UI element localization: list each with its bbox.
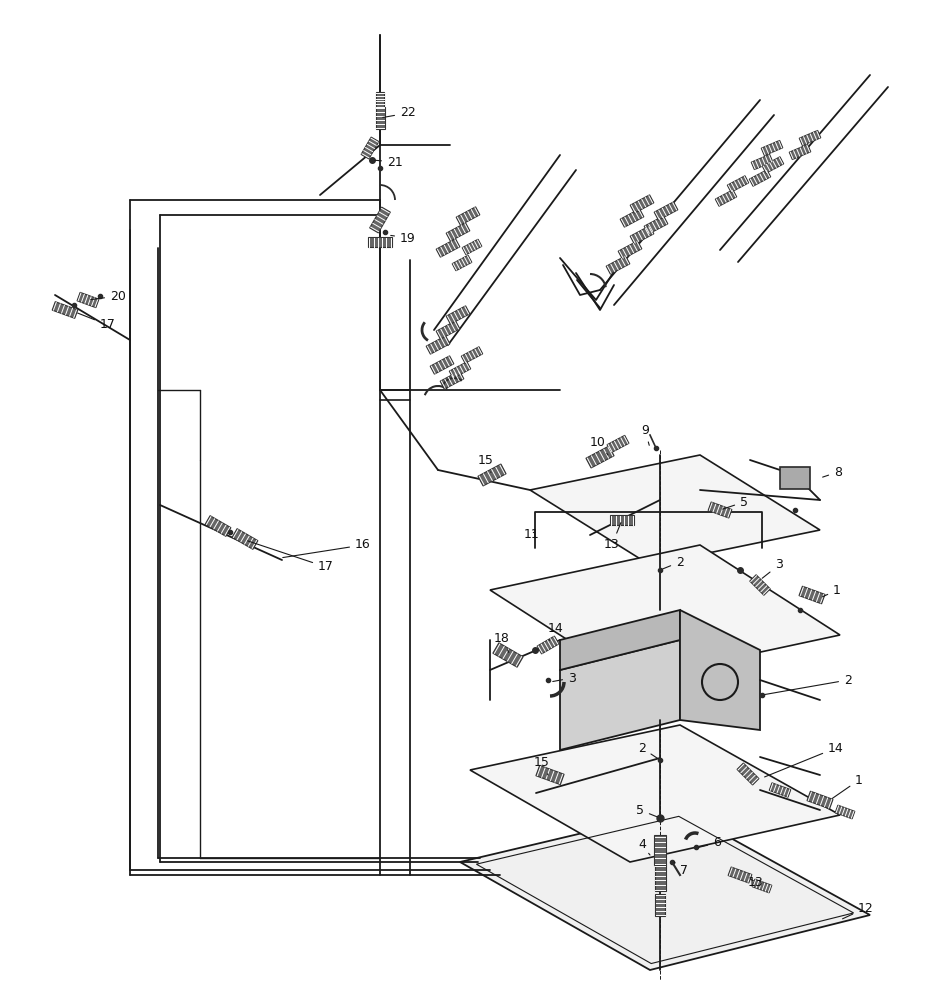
Text: 9: 9	[641, 424, 650, 445]
Polygon shape	[835, 805, 855, 819]
Text: 22: 22	[383, 106, 416, 119]
Text: 19: 19	[391, 232, 416, 244]
Polygon shape	[728, 867, 752, 883]
Text: 18: 18	[494, 632, 510, 652]
Text: 14: 14	[548, 621, 564, 641]
Polygon shape	[807, 791, 833, 809]
Polygon shape	[610, 515, 634, 525]
Text: 17: 17	[248, 541, 334, 574]
Polygon shape	[449, 362, 471, 378]
Text: 13: 13	[748, 876, 763, 888]
Polygon shape	[436, 239, 459, 257]
Polygon shape	[537, 636, 559, 654]
Polygon shape	[630, 226, 654, 244]
Polygon shape	[654, 865, 665, 891]
Text: 15: 15	[534, 756, 550, 775]
Polygon shape	[530, 455, 820, 565]
Text: 12: 12	[843, 902, 874, 919]
Polygon shape	[751, 154, 773, 170]
Text: 10: 10	[590, 436, 608, 455]
Polygon shape	[368, 237, 392, 247]
Polygon shape	[456, 207, 480, 225]
Polygon shape	[536, 765, 564, 785]
Polygon shape	[644, 216, 668, 234]
Polygon shape	[446, 306, 470, 324]
Text: 2: 2	[663, 556, 684, 569]
Polygon shape	[749, 575, 770, 595]
Text: 1: 1	[832, 774, 863, 798]
Polygon shape	[799, 586, 825, 604]
Polygon shape	[436, 321, 459, 339]
Polygon shape	[607, 435, 629, 453]
Bar	[780, 467, 810, 489]
Polygon shape	[727, 176, 748, 192]
Polygon shape	[470, 725, 840, 862]
Text: 3: 3	[553, 672, 576, 684]
Polygon shape	[654, 835, 666, 865]
Text: 6: 6	[699, 836, 720, 850]
Text: 4: 4	[638, 838, 650, 855]
Polygon shape	[52, 302, 77, 318]
Polygon shape	[77, 292, 99, 308]
Polygon shape	[461, 347, 483, 363]
Polygon shape	[749, 170, 771, 186]
Polygon shape	[376, 107, 385, 129]
Polygon shape	[370, 207, 391, 233]
Polygon shape	[620, 209, 644, 227]
Polygon shape	[361, 137, 379, 159]
Polygon shape	[606, 256, 630, 274]
Text: 5: 5	[722, 495, 748, 509]
Text: 8: 8	[823, 466, 842, 479]
Polygon shape	[715, 190, 736, 206]
Polygon shape	[205, 516, 231, 536]
Text: 11: 11	[524, 528, 540, 542]
Polygon shape	[232, 529, 258, 549]
Text: 15: 15	[478, 454, 494, 472]
Polygon shape	[586, 446, 614, 468]
Polygon shape	[654, 202, 678, 220]
Polygon shape	[478, 464, 506, 486]
Polygon shape	[800, 130, 821, 146]
Text: 5: 5	[636, 804, 657, 817]
Text: 17: 17	[77, 313, 116, 332]
Text: 16: 16	[282, 538, 371, 558]
Polygon shape	[618, 241, 642, 259]
Polygon shape	[446, 223, 470, 241]
Polygon shape	[431, 356, 454, 374]
Polygon shape	[655, 894, 665, 916]
Polygon shape	[752, 879, 772, 893]
Text: 2: 2	[765, 674, 852, 695]
Polygon shape	[769, 783, 790, 797]
Text: 13: 13	[604, 523, 621, 552]
Polygon shape	[630, 195, 654, 213]
Polygon shape	[789, 144, 811, 160]
Polygon shape	[440, 371, 464, 389]
Polygon shape	[560, 610, 680, 670]
Text: 20: 20	[90, 290, 126, 302]
Polygon shape	[426, 336, 450, 354]
Polygon shape	[490, 545, 840, 680]
Text: 14: 14	[764, 742, 843, 777]
Polygon shape	[460, 810, 870, 970]
Polygon shape	[708, 502, 732, 518]
Polygon shape	[761, 140, 783, 156]
Text: 21: 21	[375, 155, 403, 168]
Polygon shape	[452, 255, 472, 271]
Polygon shape	[462, 239, 482, 255]
Text: 2: 2	[638, 742, 658, 758]
Text: 1: 1	[823, 584, 841, 597]
Polygon shape	[737, 763, 759, 785]
Polygon shape	[680, 610, 760, 730]
Text: 3: 3	[762, 558, 783, 578]
Polygon shape	[762, 157, 784, 173]
Text: 7: 7	[674, 862, 688, 876]
Polygon shape	[560, 640, 680, 750]
Polygon shape	[493, 643, 523, 667]
Polygon shape	[376, 92, 384, 108]
